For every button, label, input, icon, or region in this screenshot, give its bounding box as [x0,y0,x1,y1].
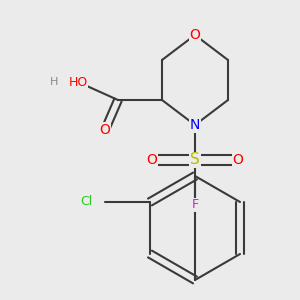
Text: HO: HO [68,76,88,88]
Text: Cl: Cl [81,196,93,208]
Text: S: S [190,152,200,167]
Text: F: F [191,199,199,212]
Text: N: N [190,118,200,132]
Text: O: O [190,28,200,42]
Text: O: O [232,153,243,167]
Text: H: H [50,77,58,87]
Text: O: O [147,153,158,167]
Text: O: O [100,123,110,137]
